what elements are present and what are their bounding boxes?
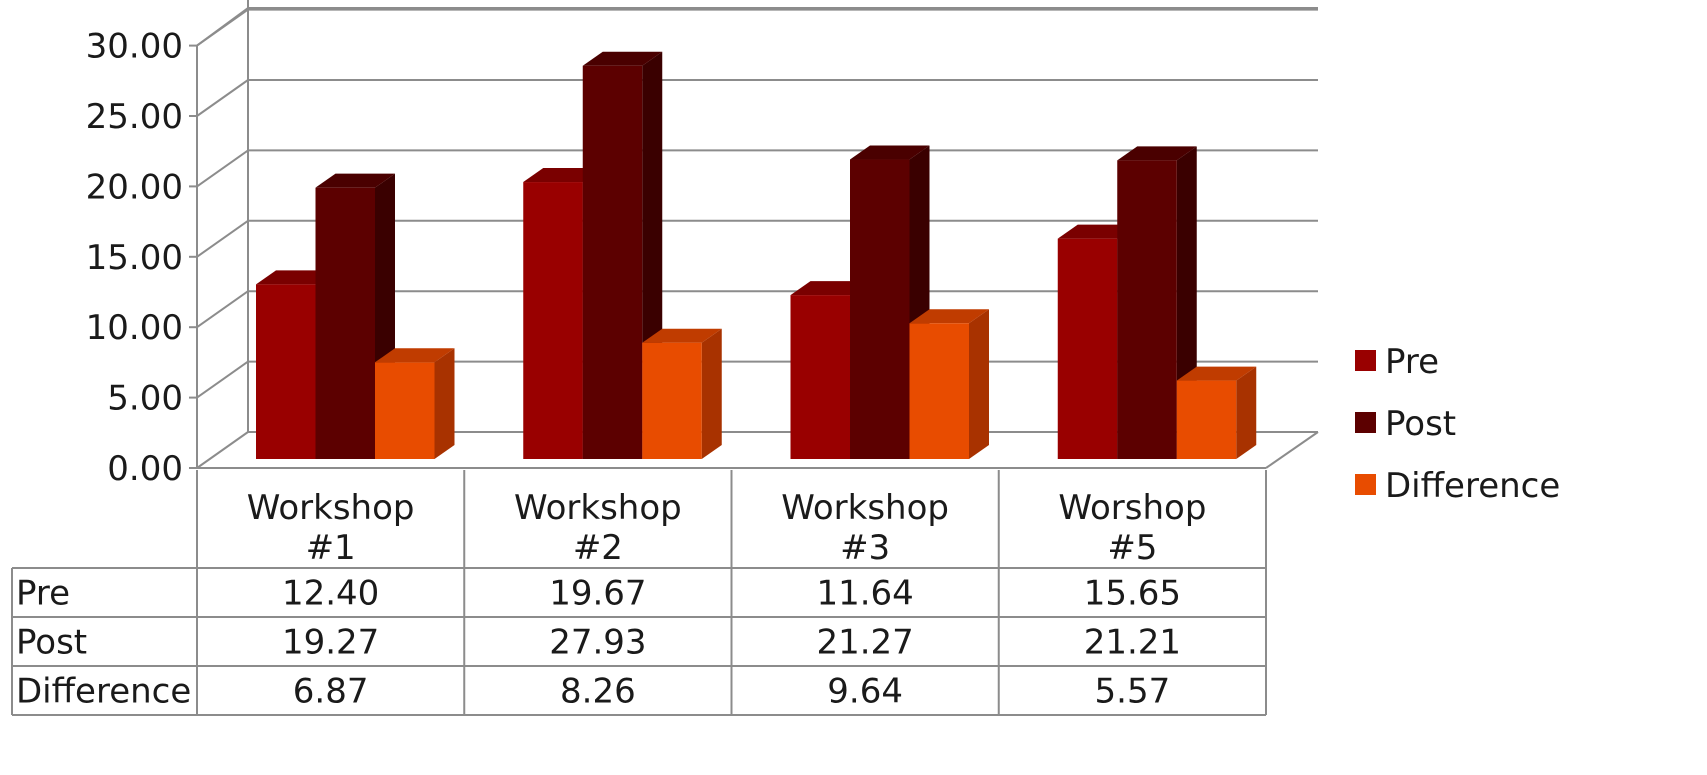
legend-swatch xyxy=(1355,412,1376,433)
category-label: Workshop xyxy=(781,488,949,528)
bar-front xyxy=(583,66,643,459)
ytick-label: 25.00 xyxy=(86,97,183,137)
legend-item-difference: Difference xyxy=(1355,466,1560,506)
ytick-label: 20.00 xyxy=(86,167,183,207)
category-label: Worshop xyxy=(1058,488,1206,528)
bar-difference xyxy=(1177,367,1257,459)
bar-front xyxy=(523,182,583,459)
ytick-label: 30.00 xyxy=(86,27,183,67)
y-axis-ticks: 0.00 5.00 10.00 15.00 20.00 25.00 30.00 xyxy=(86,27,183,489)
table-cell: 6.87 xyxy=(293,672,369,712)
table-cell: 8.26 xyxy=(560,672,636,712)
data-table: Workshop#1Workshop#2Workshop#3Worshop#5P… xyxy=(12,470,1266,715)
bar-difference xyxy=(910,309,990,459)
category-label: #5 xyxy=(1107,528,1157,568)
table-cell: 5.57 xyxy=(1095,672,1171,712)
ytick-label: 5.00 xyxy=(107,379,183,419)
table-cell: 21.21 xyxy=(1084,623,1181,663)
floor-right-edge xyxy=(1266,432,1318,468)
bar-front xyxy=(256,284,316,459)
bar-difference xyxy=(642,329,722,459)
table-row-label: Post xyxy=(16,623,87,663)
legend-label: Post xyxy=(1385,404,1456,444)
bar-side xyxy=(702,329,722,459)
legend-label: Difference xyxy=(1385,466,1560,506)
category-label: #3 xyxy=(840,528,890,568)
category-label: Workshop xyxy=(247,488,415,528)
gridline-diagonal xyxy=(197,362,248,398)
table-cell: 15.65 xyxy=(1084,574,1181,614)
legend-label: Pre xyxy=(1385,342,1439,382)
category-label: Workshop xyxy=(514,488,682,528)
table-cell: 11.64 xyxy=(816,574,913,614)
bar-front xyxy=(850,160,910,459)
wall-top-diagonal xyxy=(197,8,248,46)
legend-swatch xyxy=(1355,350,1376,371)
table-cell: 19.67 xyxy=(549,574,646,614)
ytick-label: 10.00 xyxy=(86,308,183,348)
bar-front xyxy=(791,295,851,459)
legend-item-pre: Pre xyxy=(1355,342,1439,382)
category-label: #2 xyxy=(573,528,623,568)
gridline-diagonal xyxy=(197,291,248,327)
bars xyxy=(256,52,1256,459)
table-row-label: Difference xyxy=(16,672,191,712)
bar-front xyxy=(1177,381,1237,459)
bar-side xyxy=(435,348,455,459)
table-cell: 21.27 xyxy=(816,623,913,663)
bar-front xyxy=(316,188,376,459)
bar-front xyxy=(375,362,435,459)
legend-item-post: Post xyxy=(1355,404,1456,444)
table-cell: 27.93 xyxy=(549,623,646,663)
bar-side xyxy=(1236,367,1256,459)
ytick-label: 0.00 xyxy=(107,449,183,489)
legend: Pre Post Difference xyxy=(1355,342,1560,506)
category-label: #1 xyxy=(306,528,356,568)
gridline-diagonal xyxy=(197,432,248,468)
bar-side xyxy=(969,309,989,459)
table-cell: 12.40 xyxy=(282,574,379,614)
gridline-diagonal xyxy=(197,80,248,116)
legend-swatch xyxy=(1355,474,1376,495)
gridline-diagonal xyxy=(197,221,248,257)
ytick-label: 15.00 xyxy=(86,238,183,278)
table-cell: 9.64 xyxy=(827,672,903,712)
bar-front xyxy=(642,343,702,459)
table-cell: 19.27 xyxy=(282,623,379,663)
bar-front xyxy=(1117,160,1177,459)
table-row-label: Pre xyxy=(16,574,70,614)
bar-front xyxy=(1058,239,1118,459)
gridline-diagonal xyxy=(197,150,248,186)
bar-difference xyxy=(375,348,455,459)
bar-front xyxy=(910,323,970,459)
